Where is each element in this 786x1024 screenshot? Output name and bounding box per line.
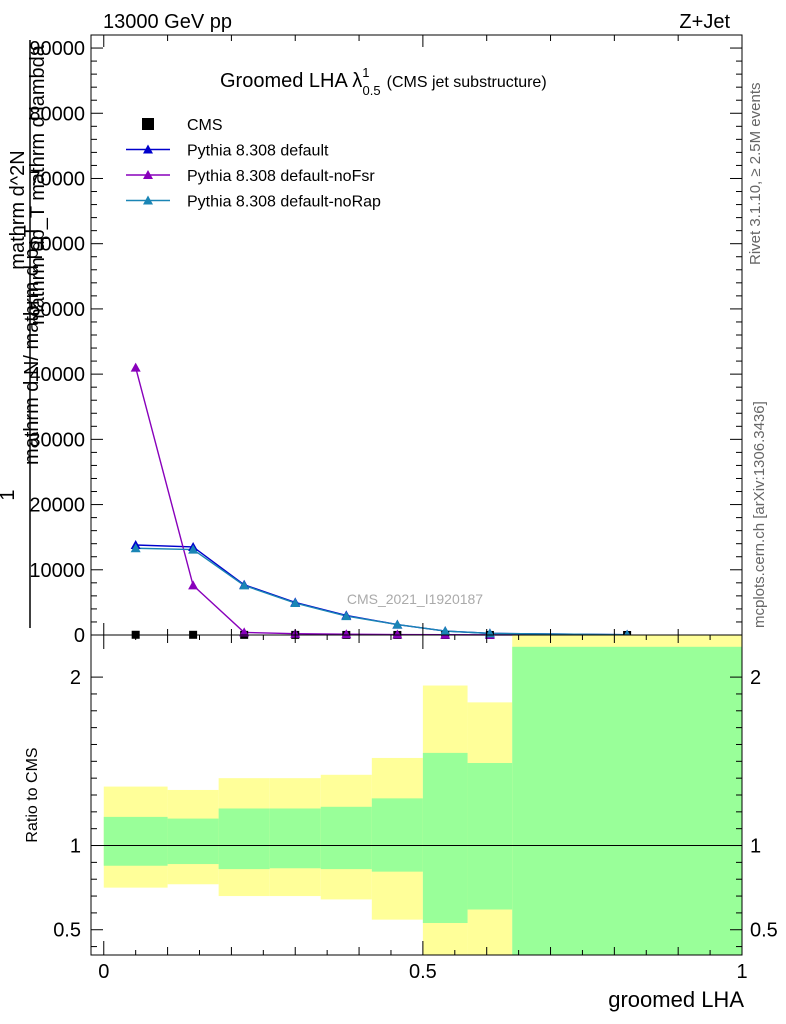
y-tick-label: 70000 <box>29 168 85 190</box>
ratio-inner-band <box>269 808 321 869</box>
x-tick-label: 0.5 <box>409 961 437 983</box>
data-point-triangle <box>130 362 141 372</box>
y-tick-label: 90000 <box>29 38 85 60</box>
y-axis-label-line: mathrm d^2N <box>7 150 29 269</box>
legend-label: Pythia 8.308 default-noRap <box>187 194 381 211</box>
mcplots-label: mcplots.cern.ch [arXiv:1306.3436] <box>751 401 768 628</box>
header-channel-label: Z+Jet <box>679 11 730 33</box>
main-plot-panel: Groomed LHA λ1 0.5 (CMS jet substructure) C… <box>0 34 743 647</box>
ratio-inner-band <box>512 646 742 955</box>
y-tick-label: 40000 <box>29 364 85 386</box>
chart-title: Groomed LHA λ1 0.5 (CMS jet substructure) <box>220 65 547 98</box>
legend-marker-square <box>142 118 154 130</box>
data-point-triangle <box>239 580 250 590</box>
data-point-triangle <box>188 580 199 590</box>
rivet-label: Rivet 3.1.10, ≥ 2.5M events <box>747 83 764 266</box>
data-point-triangle <box>341 611 352 621</box>
legend-marker-triangle <box>143 170 153 179</box>
ratio-inner-band <box>103 816 168 866</box>
data-point-triangle <box>440 626 451 636</box>
ratio-y-tick-label: 2 <box>750 667 761 689</box>
x-tick-label: 0 <box>98 961 109 983</box>
x-axis-label: groomed LHA <box>608 987 744 1012</box>
y-tick-label: 0 <box>74 625 85 647</box>
data-point-triangle <box>392 619 403 629</box>
ratio-y-axis-label: Ratio to CMS <box>24 747 41 842</box>
y-axis-label-line: mathrm d N/ mathrm d p_T <box>21 225 43 465</box>
y-tick-label: 60000 <box>29 234 85 256</box>
ratio-inner-band <box>422 752 468 923</box>
legend-label: CMS <box>187 117 223 134</box>
legend-marker-triangle <box>143 195 153 205</box>
data-point-triangle <box>392 629 403 639</box>
x-tick-label: 1 <box>736 961 747 983</box>
data-point-triangle <box>239 627 250 637</box>
ratio-y-tick-label: 1 <box>750 836 761 858</box>
ratio-inner-band <box>320 806 372 870</box>
legend-label: Pythia 8.308 default-noFsr <box>187 168 375 185</box>
y-tick-label: 50000 <box>29 299 85 321</box>
y-tick-label: 10000 <box>29 560 85 582</box>
data-point-triangle <box>130 543 141 553</box>
ratio-y-tick-label: 0.5 <box>53 920 81 942</box>
data-point-triangle <box>341 629 352 639</box>
ratio-inner-band <box>167 818 219 865</box>
data-point-triangle <box>188 544 199 554</box>
y-tick-label: 80000 <box>29 103 85 125</box>
header-process-label: 13000 GeV pp <box>103 11 232 33</box>
y-axis-label-line: mathrm dp_T mathrm d lambda <box>27 44 49 325</box>
analysis-watermark: CMS_2021_I1920187 <box>347 591 483 607</box>
legend-label: Pythia 8.308 default <box>187 143 329 160</box>
y-axis-label-line: 1 <box>0 489 19 500</box>
y-tick-label: 20000 <box>29 495 85 517</box>
data-point-triangle <box>290 598 301 608</box>
legend-marker-triangle <box>143 144 153 154</box>
ratio-inner-band <box>371 798 423 872</box>
ratio-inner-band <box>467 763 513 910</box>
ratio-y-tick-label: 1 <box>70 836 81 858</box>
y-tick-label: 30000 <box>29 429 85 451</box>
ratio-y-tick-label: 2 <box>70 667 81 689</box>
ratio-inner-band <box>218 808 270 870</box>
ratio-y-tick-label: 0.5 <box>750 920 778 942</box>
